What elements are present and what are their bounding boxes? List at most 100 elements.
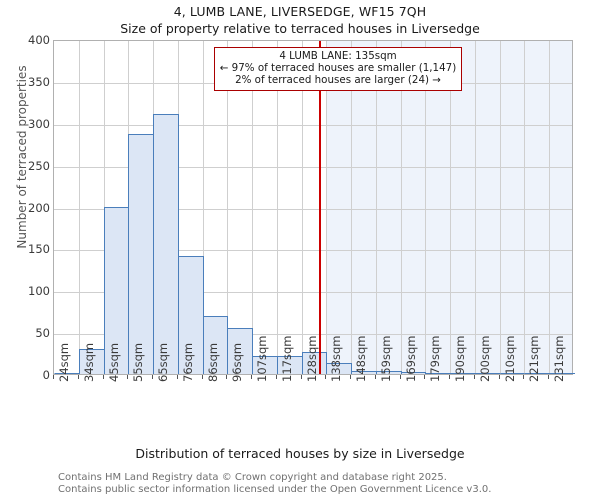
x-axis-tick-mark [400, 375, 401, 379]
x-axis-tick-label: 86sqm [206, 342, 220, 382]
gridline-horizontal [54, 124, 572, 126]
x-axis-tick-label: 45sqm [107, 342, 121, 382]
x-axis-tick-label: 107sqm [255, 335, 269, 382]
x-axis-tick-label: 200sqm [478, 335, 492, 382]
gridline-horizontal [54, 334, 572, 336]
histogram-bar [425, 373, 451, 374]
y-axis-tick-label: 350 [28, 74, 50, 89]
footer-line-1: Contains HM Land Registry data © Crown c… [58, 472, 447, 483]
x-axis-tick-mark [251, 375, 252, 379]
histogram-bar [54, 373, 80, 374]
x-axis-tick-label: 190sqm [453, 335, 467, 382]
y-axis-tick-label: 50 [35, 326, 50, 341]
attribution-footer: Contains HM Land Registry data © Crown c… [58, 472, 491, 495]
gridline-vertical [252, 41, 253, 374]
x-axis-tick-label: 138sqm [329, 335, 343, 382]
x-axis-tick-mark [177, 375, 178, 379]
histogram-bar [227, 327, 253, 374]
callout-line-smaller: ← 97% of terraced houses are smaller (1,… [219, 62, 457, 75]
histogram-bar [178, 255, 204, 374]
plot-area [53, 40, 575, 375]
y-axis-tick-label: 400 [28, 33, 50, 47]
x-axis-tick-mark [523, 375, 524, 379]
x-axis-tick-mark [127, 375, 128, 379]
gridline-horizontal [54, 208, 572, 210]
histogram-bar [524, 373, 550, 374]
gridline-vertical [425, 41, 426, 374]
x-axis-tick-mark [301, 375, 302, 379]
x-axis-tick-mark [350, 375, 351, 379]
x-axis-tick-label: 148sqm [354, 335, 368, 382]
histogram-bar [500, 373, 525, 374]
x-axis-tick-label: 210sqm [503, 335, 517, 382]
gridline-horizontal [54, 166, 572, 168]
x-axis-tick-mark [325, 375, 326, 379]
gridline-vertical [227, 41, 228, 374]
x-axis-tick-mark [499, 375, 500, 379]
histogram-bar [128, 133, 154, 374]
gridline-vertical [475, 41, 476, 374]
x-axis-tick-label: 34sqm [82, 342, 96, 382]
x-axis-tick-mark [53, 375, 54, 379]
y-axis-tick-label: 100 [28, 284, 50, 299]
gridline-vertical [351, 41, 352, 374]
y-axis-tick-label: 0 [42, 368, 50, 382]
y-axis-tick-label: 200 [28, 200, 50, 215]
y-axis-tick-label: 300 [28, 116, 50, 131]
y-axis-tick-label: 150 [28, 242, 50, 257]
x-axis-tick-label: 65sqm [156, 342, 170, 382]
gridline-vertical [524, 41, 525, 374]
histogram-bar [203, 316, 228, 374]
histogram-bar [475, 373, 501, 374]
x-axis-tick-label: 55sqm [131, 342, 145, 382]
x-axis-tick-mark [226, 375, 227, 379]
gridline-vertical [79, 41, 80, 374]
page-title: 4, LUMB LANE, LIVERSEDGE, WF15 7QH [173, 4, 427, 19]
gridline-vertical [277, 41, 278, 374]
page-subtitle: Size of property relative to terraced ho… [120, 21, 480, 36]
gridline-vertical [549, 41, 550, 374]
x-axis-tick-label: 231sqm [552, 335, 566, 382]
x-axis-tick-label: 96sqm [230, 342, 244, 382]
x-axis-tick-label: 221sqm [527, 335, 541, 382]
callout-line-larger: 2% of terraced houses are larger (24) → [235, 74, 441, 87]
x-axis-tick-mark [202, 375, 203, 379]
x-axis-tick-mark [103, 375, 104, 379]
x-axis-tick-label: 117sqm [280, 335, 294, 382]
y-axis-tick-label: 250 [28, 158, 50, 173]
x-axis-tick-label: 128sqm [305, 335, 319, 382]
gridline-horizontal [54, 292, 572, 294]
x-axis-tick-mark [152, 375, 153, 379]
gridline-vertical [302, 41, 303, 374]
larger-properties-highlight-band [326, 41, 572, 374]
subject-property-callout: 4 LUMB LANE: 135sqm ← 97% of terraced ho… [214, 47, 462, 91]
callout-line-subject: 4 LUMB LANE: 135sqm [279, 50, 397, 62]
gridline-vertical [326, 41, 327, 374]
x-axis-tick-mark [78, 375, 79, 379]
x-axis-tick-label: 76sqm [181, 342, 195, 382]
subject-property-marker [319, 41, 321, 374]
gridline-vertical [376, 41, 377, 374]
x-axis-title: Distribution of terraced houses by size … [135, 446, 465, 461]
x-axis-tick-mark [474, 375, 475, 379]
x-axis-tick-label: 159sqm [379, 335, 393, 382]
gridline-vertical [450, 41, 451, 374]
gridline-horizontal [54, 250, 572, 252]
x-axis-tick-mark [276, 375, 277, 379]
footer-line-2: Contains public sector information licen… [58, 483, 492, 495]
histogram-bar [326, 363, 352, 374]
x-axis-tick-label: 24sqm [57, 342, 71, 382]
x-axis-tick-mark [449, 375, 450, 379]
histogram-bar [401, 371, 426, 374]
gridline-vertical [500, 41, 501, 374]
histogram-bar [153, 113, 179, 374]
x-axis-tick-mark [375, 375, 376, 379]
x-axis-tick-mark [548, 375, 549, 379]
x-axis-tick-label: 179sqm [428, 335, 442, 382]
x-axis-tick-label: 169sqm [404, 335, 418, 382]
gridline-vertical [203, 41, 204, 374]
histogram-bar [549, 373, 575, 374]
gridline-vertical [401, 41, 402, 374]
x-axis-tick-mark [424, 375, 425, 379]
